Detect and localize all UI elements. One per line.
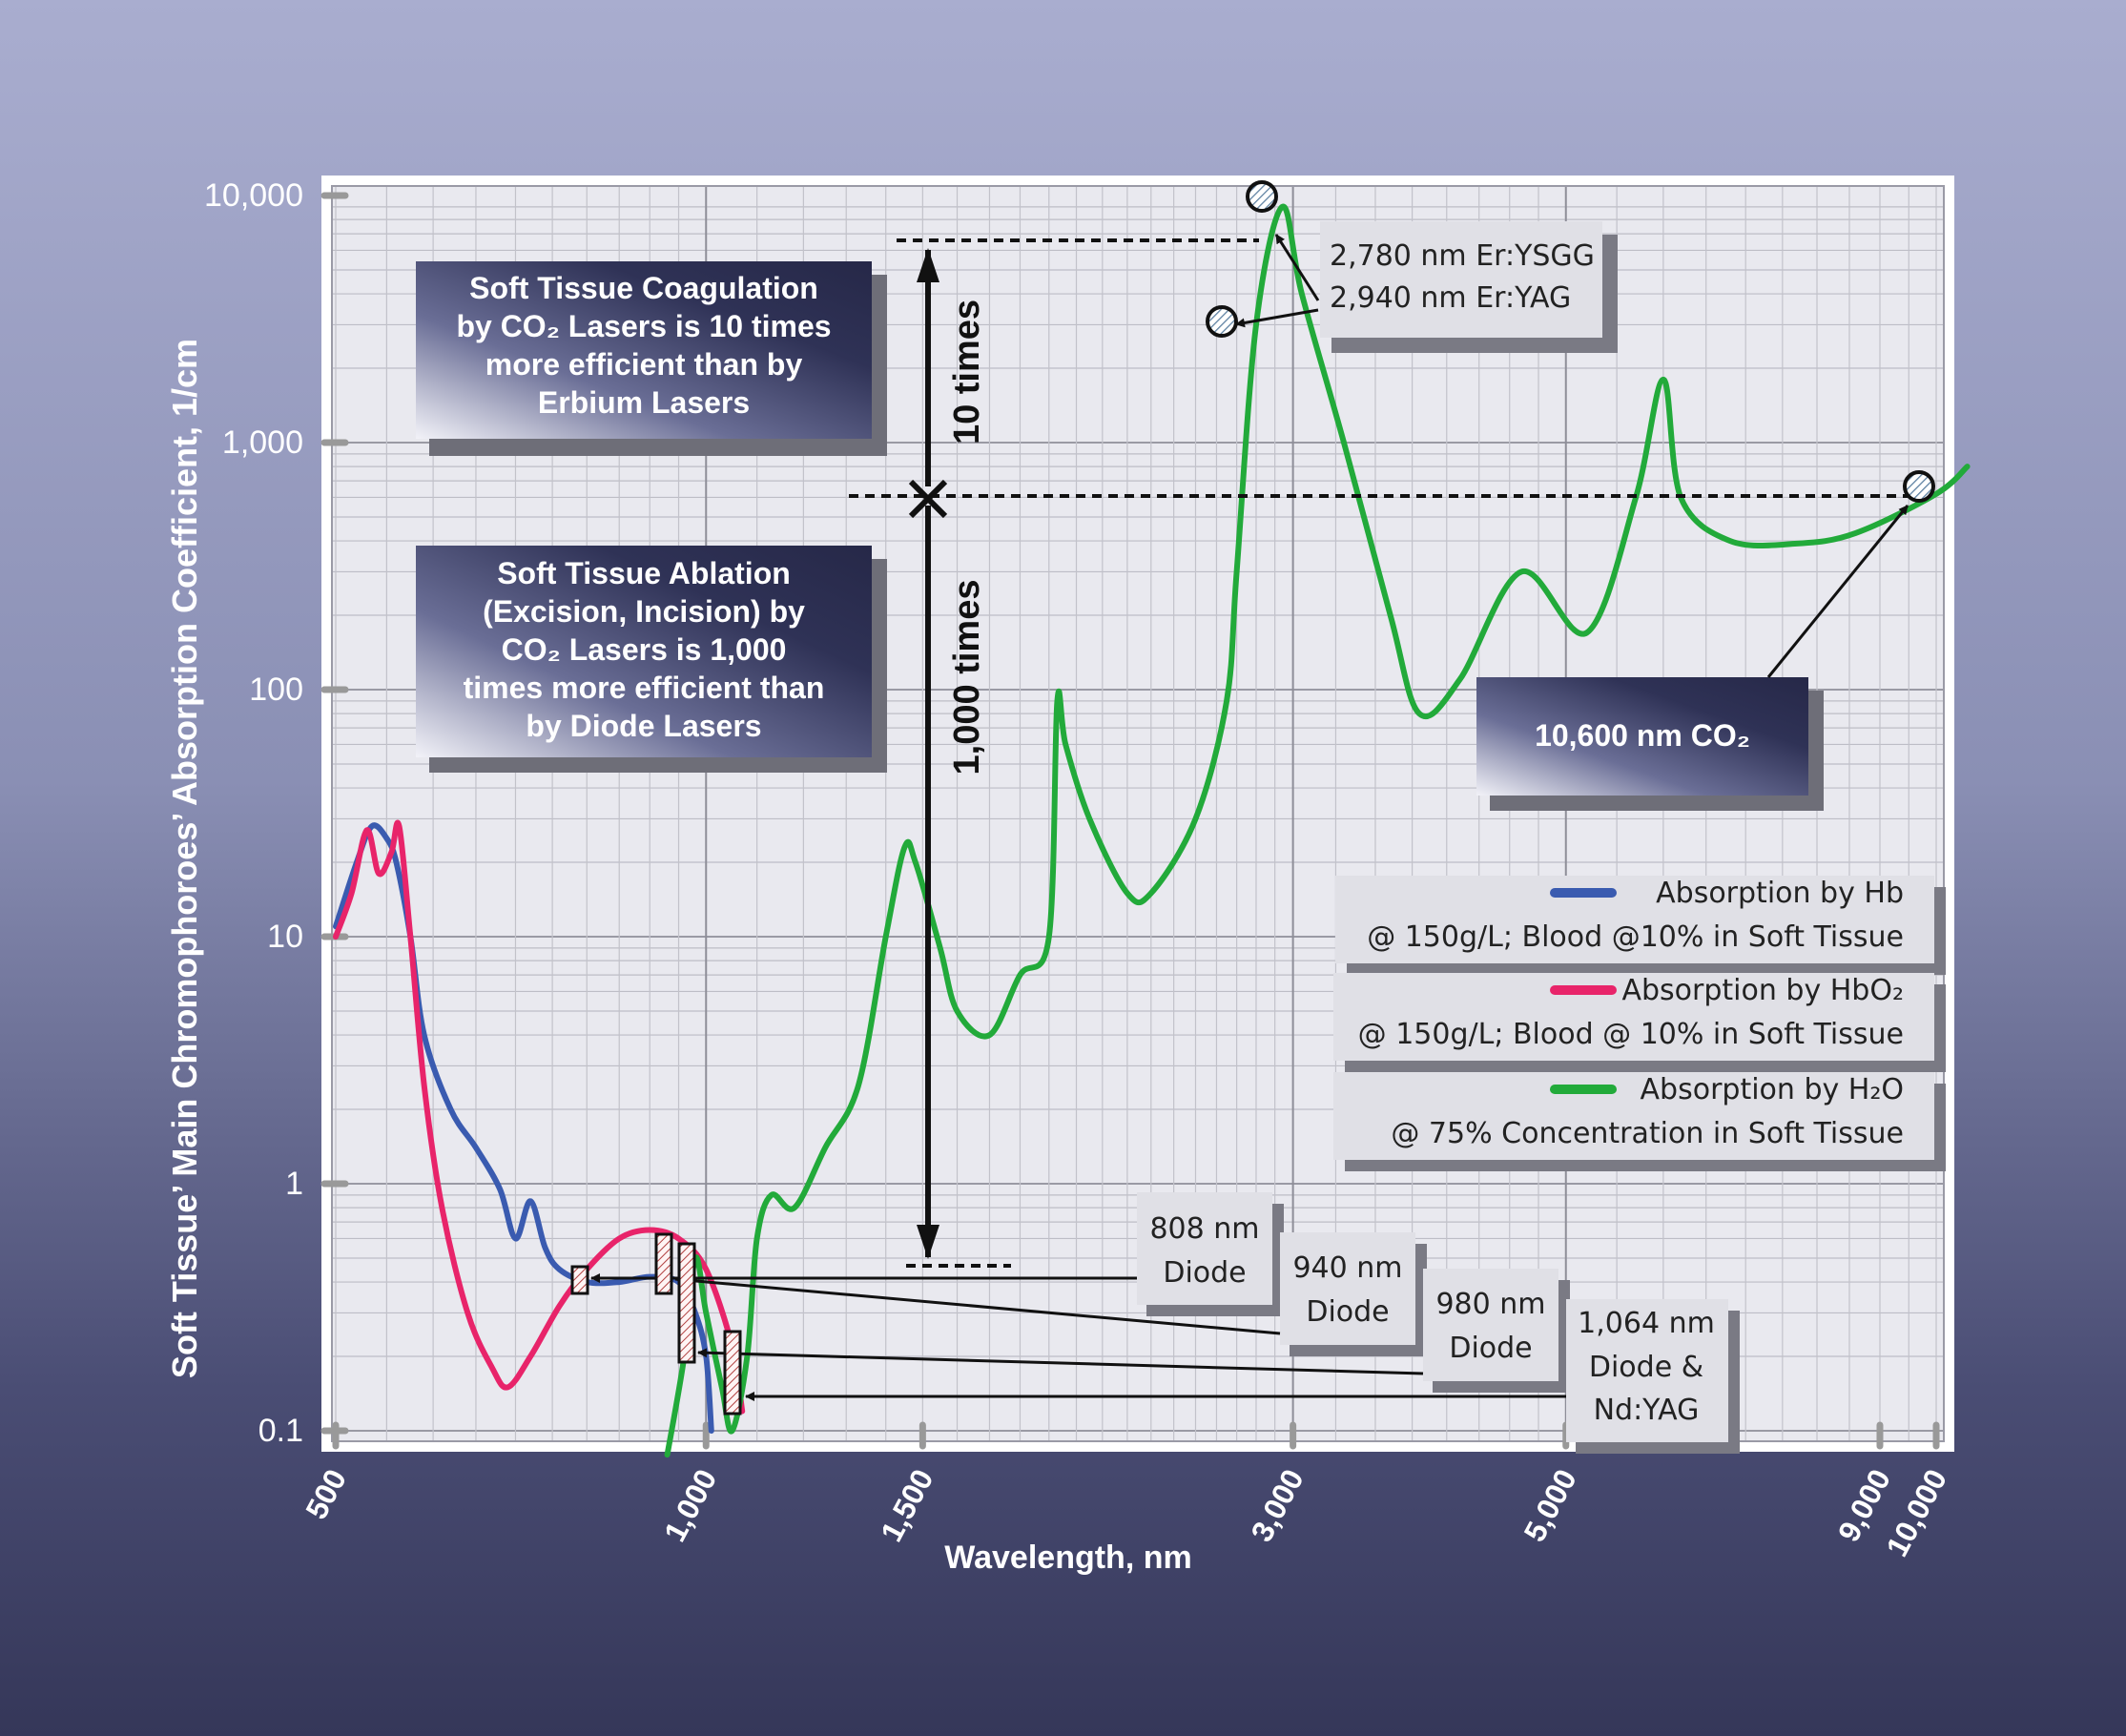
diode-980-line1: 980 nm (1435, 1288, 1545, 1321)
diode-808-line1: 808 nm (1149, 1212, 1259, 1246)
callout-text-line: by Diode Lasers (526, 709, 761, 743)
ten-times-label: 10 times (947, 300, 987, 444)
callout-text-line: times more efficient than (464, 671, 825, 705)
erbium-callout: 2,780 nm Er:YSGG 2,940 nm Er:YAG (1320, 221, 1618, 353)
legend-item: Absorption by HbO₂ @ 150g/L; Blood @ 10% … (1333, 973, 1946, 1072)
erbium-ysgg-marker (1206, 305, 1238, 338)
ablation-callout: Soft Tissue Ablation (Excision, Incision)… (416, 546, 887, 773)
y-tick-label: 100 (249, 672, 303, 708)
diode-1064-line1: 1,064 nm (1578, 1307, 1715, 1340)
diode-940-line1: 940 nm (1292, 1251, 1402, 1285)
coagulation-callout-text: Soft Tissue Coagulation by CO₂ Lasers is … (456, 271, 831, 420)
erbium-yag-marker (1246, 180, 1278, 213)
diode-808-marker (570, 1265, 589, 1295)
diode-808-callout: 808 nm Diode (1137, 1192, 1284, 1316)
series-line-h2o (664, 203, 1971, 1458)
erbium-markers (1206, 180, 1278, 338)
diode-940-line2: Diode (1306, 1295, 1389, 1329)
co2-marker (1903, 470, 1935, 503)
callout-text-line: (Excision, Incision) by (483, 594, 805, 629)
diode-1064-line3: Nd:YAG (1594, 1394, 1700, 1427)
callout-text-line: Soft Tissue Ablation (497, 556, 791, 590)
callout-text-line: more efficient than by (485, 347, 803, 382)
diode-callouts: 808 nm Diode 940 nm Diode 980 nm Diode 1… (1137, 1192, 1740, 1454)
callout-text-line: CO₂ Lasers is 1,000 (502, 632, 787, 667)
diode-1064-line2: Diode & (1589, 1351, 1703, 1384)
magnitude-arrows (908, 248, 948, 1259)
diode-markers (570, 1232, 742, 1416)
ten-times-arrow-cross-b (908, 479, 948, 519)
co2-callout-text: 10,600 nm CO₂ (1535, 718, 1750, 753)
ablation-callout-text: Soft Tissue Ablation (Excision, Incision)… (464, 556, 825, 743)
diode-980-marker (677, 1242, 696, 1364)
x-axis-title: Wavelength, nm (944, 1540, 1191, 1576)
diode-980-line2: Diode (1449, 1332, 1532, 1365)
diode-1064-callout: 1,064 nm Diode & Nd:YAG (1566, 1299, 1740, 1454)
y-tick-label: 1 (285, 1166, 303, 1202)
diode-1064-marker (723, 1330, 742, 1416)
y-tick-label: 10,000 (204, 177, 303, 214)
thousand-times-label: 1,000 times (947, 580, 987, 775)
legend-title: Absorption by HbO₂ (1621, 974, 1904, 1007)
callout-text-line: Soft Tissue Coagulation (469, 271, 818, 305)
legend-subtitle: @ 75% Concentration in Soft Tissue (1391, 1117, 1904, 1150)
reference-lines (849, 238, 1917, 1268)
co2-callout: 10,600 nm CO₂ (1476, 677, 1824, 811)
legend-title: Absorption by H₂O (1641, 1073, 1904, 1106)
y-tick-label: 10 (267, 919, 303, 955)
diode-808-line2: Diode (1163, 1256, 1246, 1290)
diode-940-marker (654, 1232, 673, 1295)
legend: Absorption by Hb @ 150g/L; Blood @10% in … (1333, 876, 1946, 1171)
callout-text-line: Erbium Lasers (538, 385, 750, 420)
y-axis-title: Soft Tissue’ Main Chromophoroes’ Absorpt… (165, 339, 204, 1378)
legend-item: Absorption by H₂O @ 75% Concentration in … (1333, 1072, 1946, 1171)
diode-940-callout: 940 nm Diode (1280, 1232, 1427, 1356)
diode-980-callout: 980 nm Diode (1423, 1269, 1570, 1393)
erbium-yag-label: 2,940 nm Er:YAG (1330, 281, 1571, 315)
erbium-ysgg-label: 2,780 nm Er:YSGG (1330, 239, 1595, 273)
legend-subtitle: @ 150g/L; Blood @10% in Soft Tissue (1367, 920, 1904, 954)
coagulation-callout: Soft Tissue Coagulation by CO₂ Lasers is … (416, 261, 887, 456)
co2-pointer (1766, 505, 1909, 678)
legend-subtitle: @ 150g/L; Blood @ 10% in Soft Tissue (1358, 1018, 1904, 1051)
y-axis: 0.1 1 10 100 1,000 10,000 (204, 177, 349, 1449)
y-tick-label: 0.1 (258, 1413, 303, 1449)
y-tick-label: 1,000 (222, 424, 303, 461)
callout-text-line: by CO₂ Lasers is 10 times (456, 309, 831, 343)
legend-title: Absorption by Hb (1656, 877, 1904, 910)
erbium-pointers (1235, 234, 1320, 328)
legend-item: Absorption by Hb @ 150g/L; Blood @10% in … (1335, 876, 1946, 975)
